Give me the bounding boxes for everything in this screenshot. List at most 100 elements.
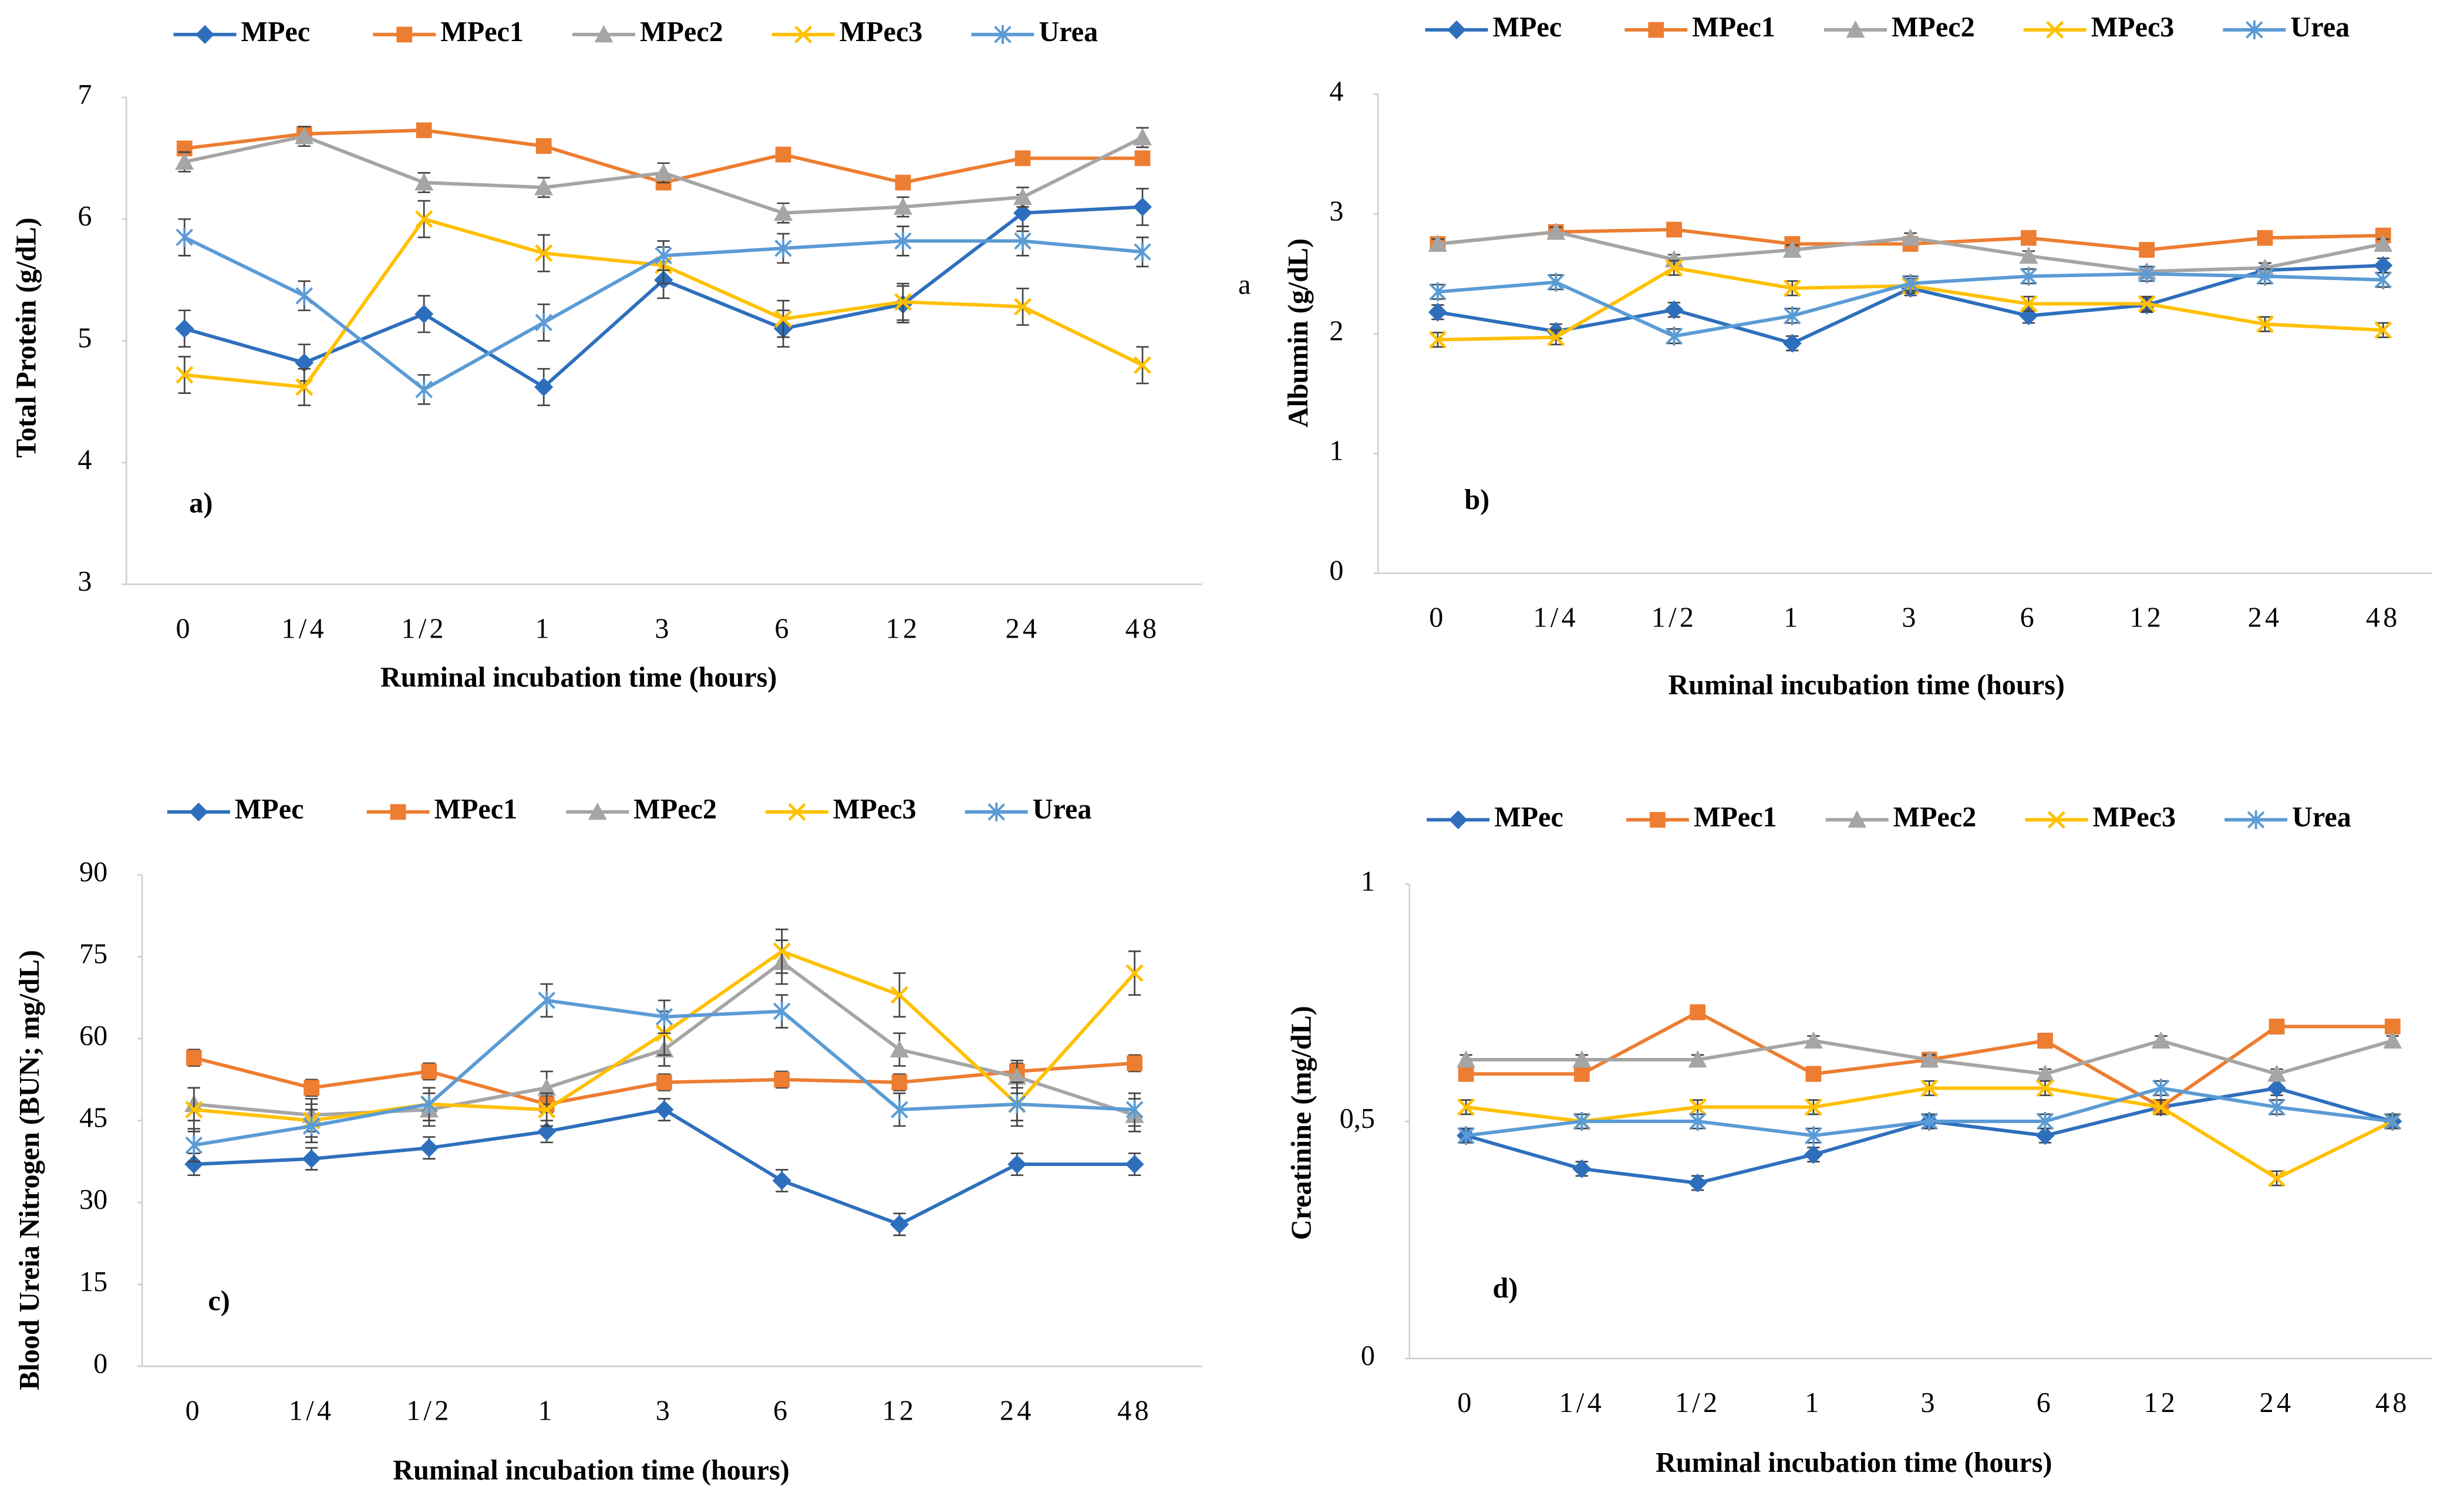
marker — [1134, 242, 1151, 262]
x-tick-label: 24 — [1006, 613, 1040, 644]
marker — [895, 174, 911, 191]
legend-item: MPec1 — [373, 16, 524, 48]
x-tick-label: 48 — [1125, 613, 1160, 644]
y-tick-label: 0 — [1361, 1340, 1375, 1371]
marker — [1804, 1145, 1823, 1164]
marker — [2138, 295, 2156, 313]
x-tick-label: 1/2 — [1675, 1387, 1721, 1418]
marker — [1125, 964, 1144, 982]
annotation: b) — [1464, 484, 1489, 515]
y-tick-label: 4 — [77, 444, 92, 476]
marker — [1664, 300, 1684, 319]
marker — [1127, 1055, 1143, 1071]
marker — [1014, 150, 1031, 166]
marker — [1428, 302, 1447, 322]
y-axis-label: Creatinine (mg/dL) — [1286, 1006, 1317, 1240]
legend-item: Urea — [971, 16, 1098, 48]
marker — [2374, 270, 2392, 289]
marker — [1665, 259, 1683, 277]
marker — [894, 197, 913, 215]
legend-label: MPec2 — [633, 794, 717, 825]
legend-marker — [189, 802, 208, 822]
legend-label: MPec1 — [434, 794, 518, 825]
marker — [655, 1007, 673, 1026]
legend-item: MPec1 — [1624, 12, 1775, 43]
legend-label: Urea — [2290, 12, 2350, 43]
panel: 0 0,5 1 0 1/4 1/2 1 3 6 12 24 48 Creatinine (mg/dL) R… — [1286, 801, 2432, 1478]
marker — [1920, 1050, 1939, 1068]
marker — [1804, 1098, 1823, 1116]
marker — [302, 1149, 321, 1168]
panel: 0 15 30 45 60 75 90 0 1/4 1/2 1 3 6 12 24 48 Blood Ureia… — [14, 794, 1202, 1486]
marker — [1547, 272, 1565, 292]
marker — [1457, 1098, 1475, 1116]
marker — [414, 304, 434, 323]
marker — [2036, 1111, 2054, 1131]
marker — [1804, 1031, 1823, 1049]
marker — [175, 152, 194, 170]
x-tick-label: 0 — [176, 613, 193, 644]
marker — [302, 1116, 321, 1135]
marker — [2257, 230, 2273, 246]
marker — [1013, 298, 1032, 316]
legend-item: MPec — [167, 794, 304, 825]
marker — [2020, 267, 2038, 286]
marker — [1572, 1050, 1592, 1068]
marker — [184, 1155, 204, 1174]
marker — [2374, 234, 2393, 252]
legend-label: MPec — [241, 16, 311, 48]
y-tick-label: 1 — [1329, 435, 1343, 466]
marker — [534, 378, 554, 397]
marker — [891, 1100, 908, 1120]
marker — [2384, 1019, 2401, 1034]
legend-label: MPec3 — [840, 16, 923, 48]
x-tick-label: 0 — [186, 1396, 203, 1427]
marker — [1782, 333, 1802, 353]
y-tick-label: 15 — [79, 1266, 107, 1298]
legend-marker — [2246, 20, 2263, 39]
marker — [1805, 1066, 1822, 1082]
y-axis-label: Blood Ureia Nitrogen (BUN; mg/dL) — [14, 950, 45, 1390]
marker — [1008, 1094, 1026, 1114]
marker — [1457, 1126, 1475, 1145]
marker — [2151, 1031, 2170, 1049]
y-tick-label: 45 — [79, 1103, 107, 1134]
marker — [890, 986, 909, 1004]
x-tick-label: 12 — [882, 1396, 917, 1427]
legend-item: MPec2 — [1825, 801, 1976, 833]
marker — [1805, 1126, 1822, 1145]
legend-label: MPec1 — [440, 16, 524, 48]
y-tick-label: 4 — [1329, 76, 1343, 107]
marker — [1920, 1079, 1939, 1097]
marker — [1457, 1050, 1476, 1068]
marker — [535, 244, 553, 262]
legend-label: MPec3 — [833, 794, 916, 825]
series-line — [194, 1107, 1135, 1226]
marker — [1920, 1111, 1939, 1131]
x-axis-label: Ruminal incubation time (hours) — [393, 1455, 789, 1486]
x-tick-label: 6 — [2020, 602, 2037, 633]
legend-marker — [1848, 810, 1867, 828]
x-tick-label: 0 — [1429, 602, 1446, 633]
marker — [775, 146, 791, 163]
marker — [295, 353, 314, 372]
marker — [1784, 306, 1801, 325]
legend-marker — [1447, 20, 1467, 39]
marker — [538, 1100, 556, 1119]
legend-item: MPec — [1425, 12, 1562, 43]
marker — [185, 1100, 203, 1119]
x-tick-label: 6 — [2037, 1387, 2054, 1418]
marker — [1572, 1159, 1592, 1178]
marker — [2037, 1033, 2053, 1049]
legend-label: Urea — [1039, 16, 1098, 48]
marker — [1133, 356, 1152, 375]
marker — [2152, 1079, 2170, 1098]
legend-item: MPec2 — [572, 16, 723, 48]
x-tick-label: 24 — [1000, 1396, 1034, 1427]
legend-item: MPec — [1427, 801, 1563, 833]
marker — [2269, 1019, 2285, 1034]
legend-marker — [1448, 810, 1468, 830]
y-axis-label: Total Protein (g/dL) — [11, 218, 42, 458]
marker — [2256, 267, 2274, 286]
marker — [1665, 326, 1683, 346]
